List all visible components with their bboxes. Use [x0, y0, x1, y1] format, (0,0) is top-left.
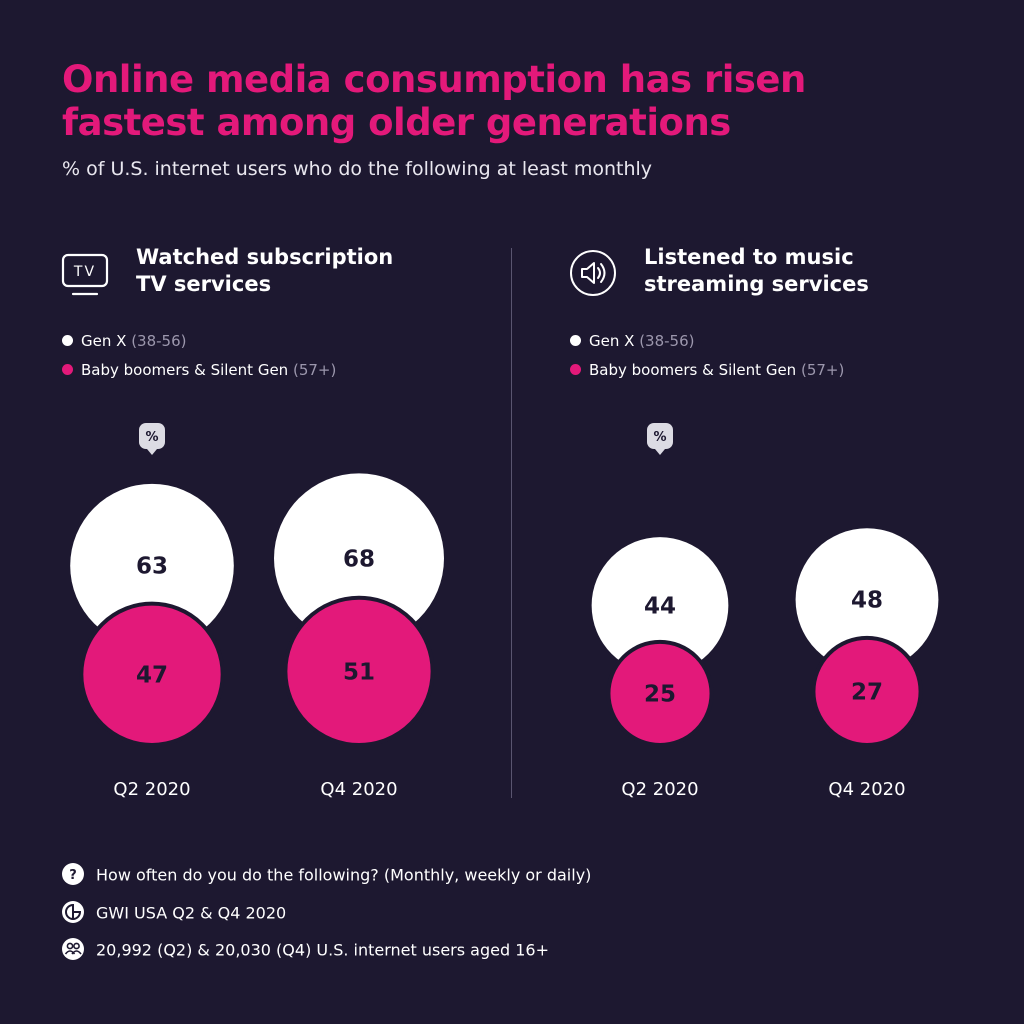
legend-item-boomers: Baby boomers & Silent Gen (57+) [62, 361, 462, 379]
bubble-chart-music-streaming: 44 25 Q2 2020 48 27 Q4 2020 [591, 528, 939, 800]
svg-text:?: ? [69, 868, 77, 883]
legend-dot-boomers [570, 364, 581, 375]
footer-source: GWI USA Q2 & Q4 2020 [62, 901, 762, 924]
legend-range: (57+) [800, 361, 845, 379]
footer-question: ? How often do you do the following? (Mon… [62, 863, 762, 886]
percent-marker-label: % [653, 430, 666, 445]
bubble-boomers-q2-2020 [79, 601, 225, 747]
percent-marker-label: % [145, 430, 158, 445]
chart-subtitle: % of U.S. internet users who do the foll… [62, 158, 653, 180]
question-icon: ? [62, 863, 84, 885]
legend-dot-boomers [62, 364, 73, 375]
data-label-boomers: 27 [851, 679, 883, 705]
legend-label: Gen X [589, 332, 635, 350]
gwi-logo-icon [62, 901, 84, 923]
legend-label: Baby boomers & Silent Gen [589, 361, 797, 379]
category-label: Q2 2020 [113, 779, 190, 800]
legend-range: (57+) [292, 361, 337, 379]
bubble-chart-subscription-tv: 63 47 Q2 2020 68 51 Q4 2020 [70, 473, 444, 800]
speaker-icon [570, 250, 616, 296]
legend-item-gen-x: Gen X (38-56) [570, 332, 970, 350]
footer-question-text: How often do you do the following? (Mont… [96, 865, 592, 885]
panel-title: Watched subscription TV services [136, 244, 496, 298]
legend-item-gen-x: Gen X (38-56) [62, 332, 462, 350]
data-label-boomers: 25 [644, 681, 676, 707]
data-label-gen-x: 48 [851, 588, 883, 614]
bubble-boomers-q4-2020 [811, 635, 923, 748]
data-label-gen-x: 68 [343, 546, 375, 572]
tv-icon-label: TV [73, 264, 96, 280]
category-label: Q4 2020 [320, 779, 397, 800]
panel-music-streaming: Listened to music streaming services Gen… [560, 240, 1020, 820]
percent-marker-icon: % [647, 423, 673, 455]
bubble-gen-x-q2-2020 [591, 537, 729, 674]
data-label-gen-x: 63 [136, 554, 168, 580]
title-line-2: fastest among older generations [62, 101, 731, 144]
data-label-gen-x: 44 [644, 594, 676, 620]
tv-icon: TV [61, 253, 109, 296]
panel-title-line-1: Watched subscription [136, 245, 394, 269]
panel-title-line-1: Listened to music [644, 245, 854, 269]
legend-range: (38-56) [639, 332, 695, 350]
bubble-gen-x-q4-2020 [795, 528, 939, 672]
footer-base: 20,992 (Q2) & 20,030 (Q4) U.S. internet … [62, 938, 762, 961]
panel-title-line-2: streaming services [644, 272, 869, 296]
footer-base-text: 20,992 (Q2) & 20,030 (Q4) U.S. internet … [96, 940, 549, 960]
panel-subscription-tv: TV Watched subscription TV services Gen … [52, 240, 512, 820]
data-label-boomers: 51 [343, 659, 375, 685]
percent-marker-icon: % [139, 423, 165, 455]
legend-label: Baby boomers & Silent Gen [81, 361, 289, 379]
footer-source-text: GWI USA Q2 & Q4 2020 [96, 903, 287, 923]
panel-title: Listened to music streaming services [644, 244, 1004, 298]
category-label: Q2 2020 [621, 779, 698, 800]
bubble-gen-x-q4-2020 [274, 473, 444, 644]
bubble-boomers-q2-2020 [606, 639, 714, 748]
data-label-boomers: 47 [136, 662, 168, 688]
panel-divider [511, 248, 512, 798]
legend-item-boomers: Baby boomers & Silent Gen (57+) [570, 361, 970, 379]
legend-dot-gen-x [570, 335, 581, 346]
panel-title-line-2: TV services [136, 272, 272, 296]
legend-label: Gen X [81, 332, 127, 350]
category-label: Q4 2020 [828, 779, 905, 800]
bubble-boomers-q4-2020 [283, 595, 435, 748]
users-icon [62, 938, 84, 960]
legend-range: (38-56) [131, 332, 187, 350]
title-line-1: Online media consumption has risen [62, 58, 806, 101]
legend-dot-gen-x [62, 335, 73, 346]
chart-title: Online media consumption has risen faste… [62, 58, 962, 144]
bubble-gen-x-q2-2020 [70, 483, 234, 648]
